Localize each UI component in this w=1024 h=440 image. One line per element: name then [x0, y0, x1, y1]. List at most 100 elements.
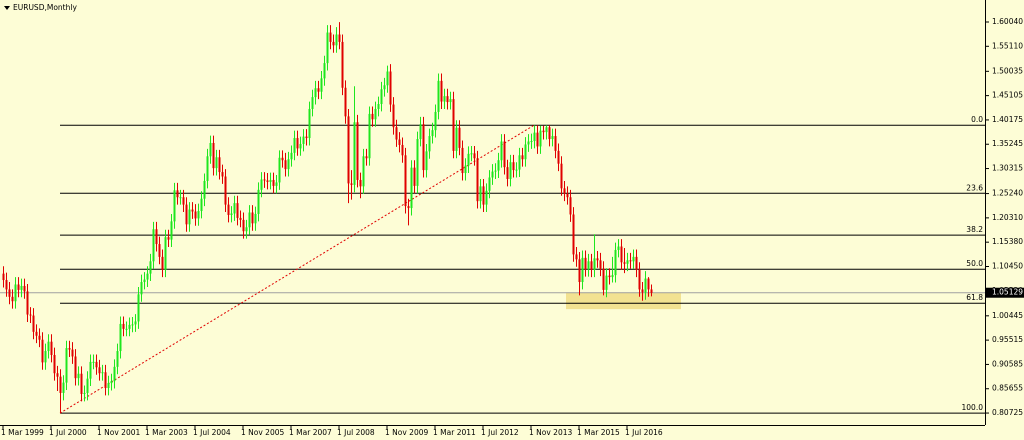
- candle-body: [329, 32, 332, 42]
- candle-body: [413, 167, 416, 186]
- candle-body: [614, 249, 617, 276]
- candle-body: [518, 155, 521, 170]
- candle-body: [68, 348, 71, 350]
- candle-body: [38, 335, 41, 340]
- candle-body: [35, 331, 38, 336]
- y-tick-label: 1.00445: [992, 311, 1023, 320]
- y-tick-label: 0.85655: [992, 384, 1023, 393]
- candle-body: [212, 142, 215, 169]
- candle-body: [29, 314, 32, 316]
- candle-body: [635, 256, 638, 270]
- candle-body: [176, 190, 179, 198]
- candle-body: [584, 257, 587, 270]
- candle-body: [587, 261, 590, 270]
- candle-body: [374, 108, 377, 120]
- candle-body: [422, 124, 425, 171]
- candle-body: [50, 341, 53, 355]
- candle-body: [383, 85, 386, 90]
- candle-body: [380, 89, 383, 105]
- candle-body: [299, 143, 302, 149]
- candle-body: [506, 167, 509, 179]
- candle-body: [500, 141, 503, 161]
- candle-body: [548, 127, 551, 140]
- candle-body: [416, 139, 419, 186]
- candle-body: [440, 80, 443, 102]
- candle-body: [350, 183, 353, 185]
- x-tick-label: 1 Nov 2001: [97, 428, 140, 437]
- y-tick-label: 1.15380: [992, 237, 1023, 246]
- candle-body: [278, 157, 281, 183]
- candle-body: [221, 172, 224, 177]
- candle-body: [98, 367, 101, 374]
- candle-body: [368, 113, 371, 159]
- candle-body: [485, 190, 488, 205]
- candle-body: [557, 150, 560, 164]
- candle-body: [464, 165, 467, 174]
- candle-body: [335, 34, 338, 46]
- candle-body: [332, 41, 335, 46]
- candle-body: [563, 188, 566, 194]
- candle-body: [569, 197, 572, 215]
- candle-body: [236, 203, 239, 218]
- candle-body: [575, 254, 578, 260]
- candle-body: [14, 284, 17, 302]
- candle-body: [491, 171, 494, 178]
- candle-body: [245, 227, 248, 232]
- candle-body: [104, 372, 107, 389]
- x-tick-label: 1 Mar 2003: [145, 428, 188, 437]
- candle-body: [302, 136, 305, 144]
- candle-body: [269, 179, 272, 182]
- candle-body: [287, 159, 290, 170]
- candle-body: [173, 190, 176, 222]
- candle-body: [494, 170, 497, 172]
- candle-body: [371, 113, 374, 120]
- candle-body: [134, 321, 137, 325]
- candle-body: [206, 156, 209, 181]
- candle-body: [239, 217, 242, 220]
- candle-body: [602, 268, 605, 290]
- x-tick-label: 1 Jul 2000: [49, 428, 87, 437]
- candle-body: [152, 229, 155, 262]
- candle-body: [590, 261, 593, 270]
- y-tick-label: 1.45105: [992, 91, 1023, 100]
- candle-body: [185, 204, 188, 225]
- candle-body: [107, 383, 110, 389]
- candle-body: [230, 213, 233, 215]
- current-price-label: 1.05129: [992, 288, 1023, 297]
- candle-body: [317, 88, 320, 92]
- candle-body: [272, 179, 275, 186]
- candle-body: [428, 136, 431, 152]
- candle-body: [488, 177, 491, 191]
- candle-body: [449, 99, 452, 103]
- candle-body: [314, 88, 317, 98]
- candle-body: [389, 71, 392, 105]
- candle-body: [149, 261, 152, 274]
- candle-body: [179, 197, 182, 199]
- candle-body: [266, 180, 269, 182]
- candle-body: [5, 280, 8, 290]
- candle-body: [182, 197, 185, 205]
- candle-body: [545, 127, 548, 133]
- candle-body: [140, 282, 143, 295]
- candle-body: [446, 96, 449, 103]
- candle-body: [56, 373, 59, 377]
- candle-body: [425, 151, 428, 171]
- candle-body: [542, 130, 545, 133]
- candle-body: [608, 275, 611, 278]
- candle-body: [23, 285, 26, 292]
- candle-body: [377, 104, 380, 109]
- x-tick-label: 1 Nov 2005: [241, 428, 284, 437]
- title-menu-icon[interactable]: [4, 6, 10, 10]
- candle-body: [128, 324, 131, 329]
- candle-body: [566, 193, 569, 198]
- fib-level-label: 0.0: [971, 115, 983, 124]
- candle-body: [11, 296, 14, 302]
- x-tick-label: 1 Jul 2012: [481, 428, 519, 437]
- candle-body: [155, 229, 158, 245]
- candle-body: [623, 262, 626, 264]
- candle-body: [251, 212, 254, 224]
- candle-body: [305, 136, 308, 139]
- fib-level-label: 38.2: [966, 225, 983, 234]
- candle-body: [479, 186, 482, 202]
